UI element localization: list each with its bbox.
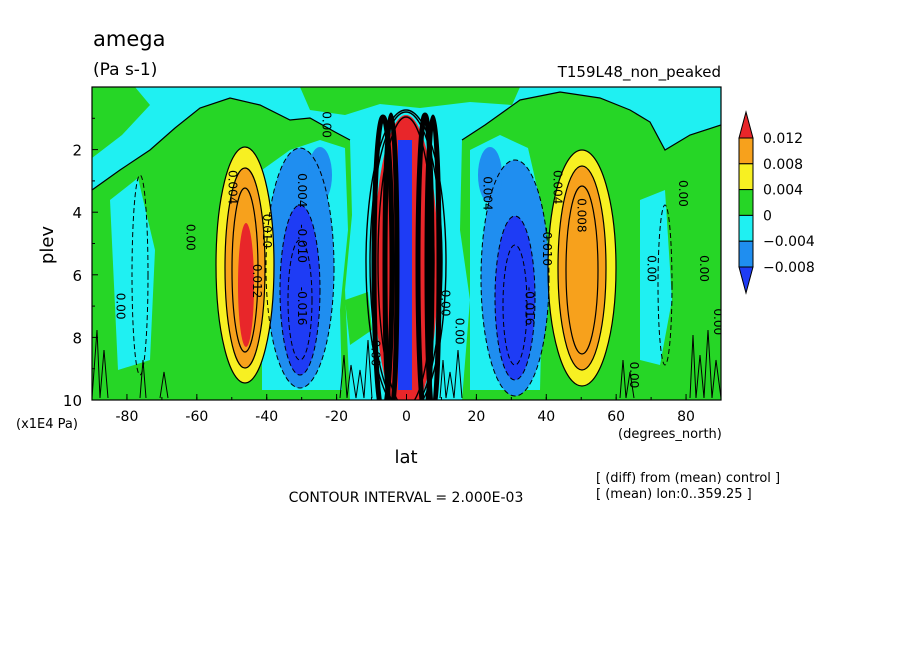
contour-label: -0.016 — [295, 287, 309, 326]
solid-contours — [92, 91, 721, 387]
x-tick-label: 0 — [402, 409, 411, 425]
plot-field: 0.000.000.0040.0120.0100.004-0.010-0.016… — [92, 87, 725, 400]
equatorial-contour-lines — [365, 109, 447, 400]
colorbar-top-arrow — [738, 110, 754, 139]
colorbar: 0.012 0.008 0.004 0 −0.004 −0.008 — [738, 110, 815, 295]
chart-title: amega — [93, 27, 165, 51]
y-tick-label: 6 — [72, 267, 82, 285]
y-tick-label: 2 — [72, 142, 82, 160]
red-cell-south — [238, 223, 254, 347]
y-tick-label: 4 — [72, 204, 82, 222]
x-tick-label: 40 — [537, 409, 555, 425]
dashed-contours — [131, 147, 673, 397]
contour-label: 0.00 — [452, 318, 466, 345]
y-tick-label: 10 — [63, 392, 82, 410]
colorbar-label: −0.008 — [763, 260, 815, 276]
y-axis-label: plev — [37, 226, 58, 265]
blue-cell-top-south — [308, 147, 332, 203]
note-mean: [ (mean) lon:0..359.25 ] — [596, 487, 752, 502]
contour-label: 0.00 — [711, 308, 725, 335]
equatorial-blue-band — [398, 140, 412, 390]
blue-cell-top-north — [478, 147, 502, 203]
x-tick-label: -60 — [185, 409, 208, 425]
x-tick-label: 80 — [677, 409, 695, 425]
contour-label: 0.004 — [295, 173, 309, 207]
contour-label: 0.00 — [320, 111, 334, 138]
x-tick-label: -40 — [255, 409, 278, 425]
surface-contour-spikes — [92, 329, 721, 399]
contour-label: 0.00 — [369, 340, 383, 367]
x-tick-label: -80 — [116, 409, 139, 425]
contour-label: 0.008 — [575, 198, 589, 232]
colorbar-label: −0.004 — [763, 234, 815, 250]
contour-interval: CONTOUR INTERVAL = 2.000E-03 — [289, 490, 524, 506]
colorbar-label: 0.004 — [763, 183, 803, 199]
colorbar-label: 0.008 — [763, 157, 803, 173]
colorbar-segment — [738, 163, 754, 191]
x-tick-label: -20 — [325, 409, 348, 425]
contour-label: 0.00 — [113, 293, 127, 320]
contour-label: 0.00 — [697, 255, 711, 282]
green-region-patch-south — [345, 292, 372, 345]
green-region-south-edge — [92, 87, 150, 158]
chart-units: (Pa s-1) — [93, 60, 157, 80]
note-diff: [ (diff) from (mean) control ] — [596, 471, 780, 486]
colorbar-label: 0 — [763, 208, 772, 224]
contour-label: 0.00 — [627, 362, 641, 389]
contour-label: 0.004 — [480, 176, 494, 210]
green-region-top — [300, 87, 520, 115]
x-tick-label: 20 — [467, 409, 485, 425]
x-axis-label: lat — [394, 447, 417, 468]
x-axis-units: (degrees_north) — [618, 427, 722, 442]
contour-label: 0.00 — [438, 290, 452, 317]
contour-label: 0.004 — [225, 170, 239, 204]
equatorial-contour-bundle — [371, 112, 442, 400]
contour-label: 0.010 — [260, 214, 274, 248]
cyan-region-northeast — [640, 190, 672, 365]
contour-label: 0.00 — [676, 180, 690, 207]
colorbar-bottom-arrow — [738, 266, 754, 295]
y-tick-label: 8 — [72, 329, 82, 347]
colorbar-segment — [738, 137, 754, 165]
contour-label: 0.004 — [550, 170, 564, 204]
contour-label: -0.016 — [522, 287, 536, 326]
colorbar-segment — [738, 189, 754, 216]
colorbar-segment — [738, 240, 754, 268]
contour-labels: 0.000.000.0040.0120.0100.004-0.010-0.016… — [113, 111, 725, 389]
contour-label: -0.010 — [295, 224, 309, 263]
colorbar-label: 0.012 — [763, 131, 803, 147]
contour-label: -0.010 — [540, 227, 554, 266]
experiment-label: T159L48_non_peaked — [557, 63, 721, 82]
y-axis: 2 4 6 8 10 — [63, 117, 98, 410]
colorbar-segment — [738, 214, 754, 242]
contour-label: 0.00 — [183, 224, 197, 251]
x-tick-label: 60 — [607, 409, 625, 425]
x-axis: -80 -60 -40 -20 0 20 40 60 80 — [91, 394, 722, 425]
y-axis-units: (x1E4 Pa) — [16, 417, 78, 432]
contour-label: 0.012 — [250, 264, 264, 298]
contour-label: 0.00 — [645, 255, 659, 282]
